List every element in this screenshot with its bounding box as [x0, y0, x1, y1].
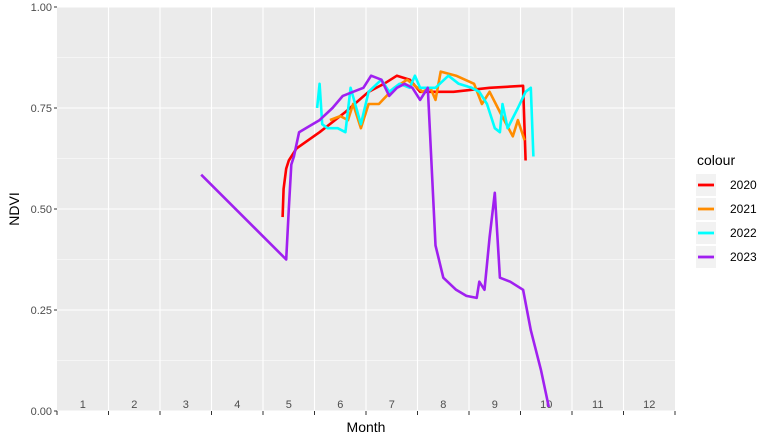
x-tick-label: 7 [389, 399, 395, 411]
y-tick-label: 0.75 [31, 103, 52, 115]
x-tick-label: 10 [540, 399, 552, 411]
x-tick-label: 4 [234, 399, 240, 411]
legend-label-2023: 2023 [730, 250, 757, 264]
legend-label-2020: 2020 [730, 178, 757, 192]
y-tick-label: 1.00 [31, 2, 52, 14]
major-gridlines [57, 6, 675, 412]
y-tick-label: 0.00 [31, 406, 52, 418]
series-lines [200, 70, 551, 408]
legend-label-2021: 2021 [730, 202, 757, 216]
x-tick-label: 2 [131, 399, 137, 411]
y-axis: 0.00 0.25 0.50 0.75 1.00 [31, 2, 57, 418]
legend-title: colour [697, 152, 735, 168]
legend: colour 2020 2021 2022 2023 [696, 152, 757, 268]
x-tick-label: 8 [440, 399, 446, 411]
x-axis: 1 2 3 4 5 6 7 8 9 10 11 12 [56, 399, 676, 415]
y-axis-title: NDVI [6, 192, 22, 225]
x-tick-label: 9 [492, 399, 498, 411]
x-tick-label: 3 [183, 399, 189, 411]
x-tick-label: 12 [643, 399, 655, 411]
y-tick-label: 0.50 [31, 204, 52, 216]
series-line-2022 [315, 74, 535, 157]
series-line-2020 [281, 74, 527, 218]
x-tick-label: 11 [592, 399, 603, 411]
x-axis-title: Month [347, 419, 386, 435]
legend-label-2022: 2022 [730, 226, 757, 240]
x-tick-label: 6 [337, 399, 343, 411]
x-tick-label: 5 [286, 399, 292, 411]
series-line-2023 [200, 74, 551, 408]
x-tick-label: 1 [80, 399, 86, 411]
y-tick-label: 0.25 [31, 305, 52, 317]
